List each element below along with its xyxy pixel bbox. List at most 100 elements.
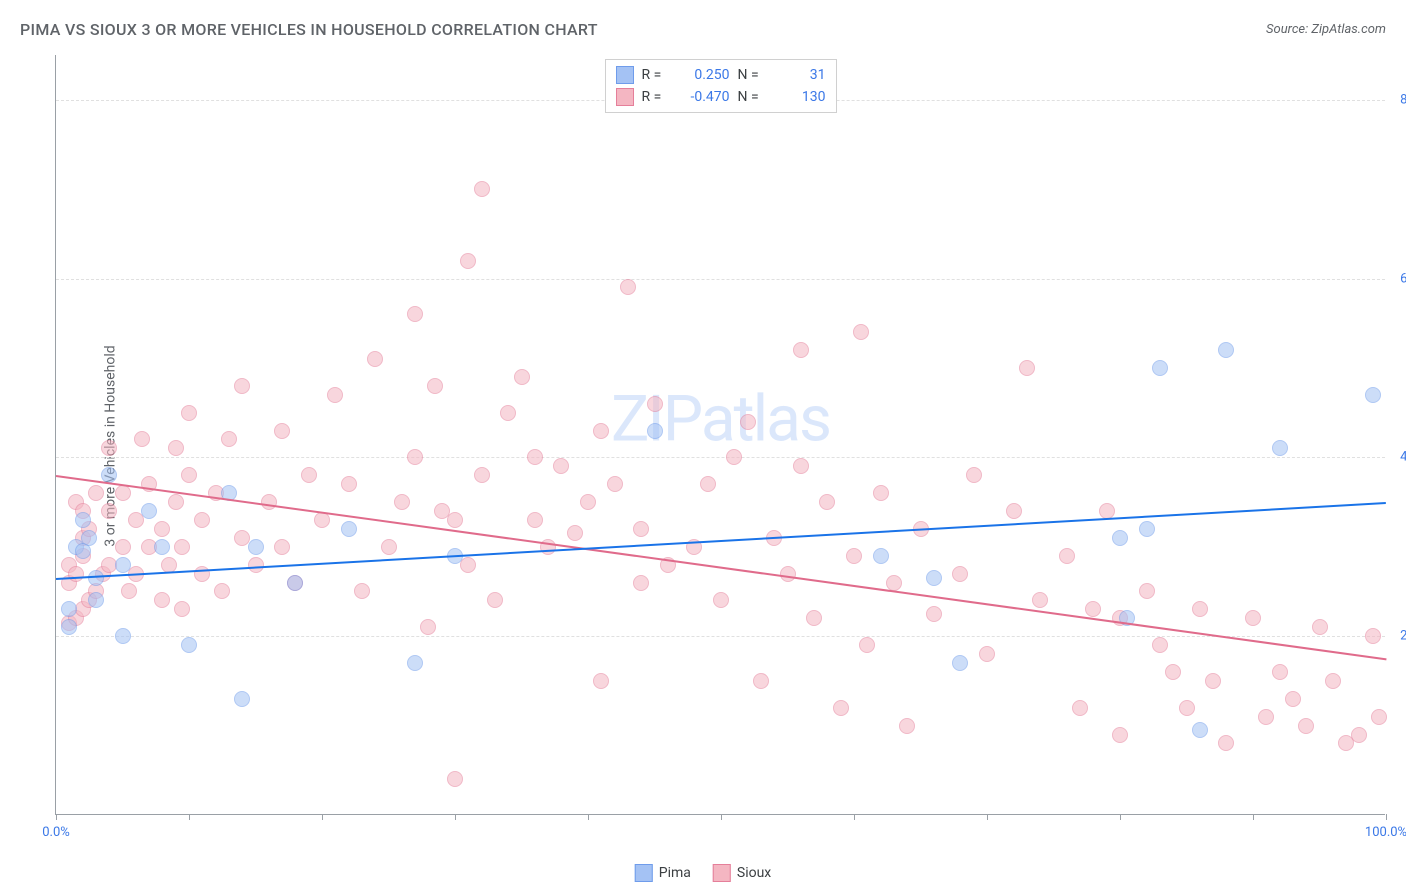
data-point-sioux bbox=[115, 539, 131, 555]
data-point-sioux bbox=[740, 414, 756, 430]
r-value: 0.250 bbox=[678, 67, 730, 83]
data-point-sioux bbox=[420, 619, 436, 635]
series-legend: Pima Sioux bbox=[635, 864, 772, 882]
y-tick-label: 80.0% bbox=[1390, 92, 1406, 107]
data-point-sioux bbox=[859, 637, 875, 653]
data-point-sioux bbox=[1371, 709, 1387, 725]
data-point-sioux bbox=[567, 525, 583, 541]
data-point-sioux bbox=[647, 396, 663, 412]
data-point-sioux bbox=[899, 718, 915, 734]
r-value: -0.470 bbox=[678, 89, 730, 105]
data-point-sioux bbox=[154, 521, 170, 537]
legend-row-sioux: R =-0.470N =130 bbox=[616, 86, 826, 108]
n-label: N = bbox=[738, 89, 766, 105]
data-point-sioux bbox=[853, 324, 869, 340]
data-point-sioux bbox=[873, 485, 889, 501]
gridline bbox=[56, 279, 1385, 280]
legend-row-pima: R =0.250N =31 bbox=[616, 64, 826, 86]
data-point-sioux bbox=[1059, 548, 1075, 564]
data-point-sioux bbox=[1312, 619, 1328, 635]
data-point-sioux bbox=[1085, 601, 1101, 617]
data-point-sioux bbox=[381, 539, 397, 555]
data-point-pima bbox=[81, 530, 97, 546]
data-point-sioux bbox=[1351, 727, 1367, 743]
y-tick-label: 60.0% bbox=[1390, 271, 1406, 286]
data-point-sioux bbox=[174, 539, 190, 555]
data-point-sioux bbox=[394, 494, 410, 510]
data-point-pima bbox=[88, 592, 104, 608]
data-point-sioux bbox=[620, 279, 636, 295]
data-point-sioux bbox=[214, 583, 230, 599]
data-point-sioux bbox=[793, 342, 809, 358]
data-point-sioux bbox=[753, 673, 769, 689]
data-point-pima bbox=[88, 570, 104, 586]
data-point-sioux bbox=[819, 494, 835, 510]
legend-swatch bbox=[635, 864, 653, 882]
data-point-pima bbox=[115, 557, 131, 573]
data-point-sioux bbox=[1032, 592, 1048, 608]
data-point-pima bbox=[1192, 722, 1208, 738]
x-tick bbox=[322, 814, 323, 820]
data-point-sioux bbox=[1218, 735, 1234, 751]
data-point-sioux bbox=[793, 458, 809, 474]
data-point-sioux bbox=[1072, 700, 1088, 716]
legend-item-pima: Pima bbox=[635, 864, 691, 882]
data-point-pima bbox=[248, 539, 264, 555]
data-point-pima bbox=[926, 570, 942, 586]
legend-item-sioux: Sioux bbox=[713, 864, 771, 882]
data-point-pima bbox=[407, 655, 423, 671]
data-point-sioux bbox=[181, 467, 197, 483]
data-point-sioux bbox=[607, 476, 623, 492]
data-point-sioux bbox=[1139, 583, 1155, 599]
data-point-sioux bbox=[1152, 637, 1168, 653]
data-point-sioux bbox=[487, 592, 503, 608]
data-point-sioux bbox=[514, 369, 530, 385]
plot-area: ZIPatlas R =0.250N =31R =-0.470N =130 20… bbox=[55, 55, 1385, 815]
n-label: N = bbox=[738, 67, 766, 83]
data-point-sioux bbox=[474, 467, 490, 483]
data-point-sioux bbox=[234, 378, 250, 394]
x-tick bbox=[1120, 814, 1121, 820]
data-point-sioux bbox=[780, 566, 796, 582]
x-tick bbox=[987, 814, 988, 820]
data-point-sioux bbox=[274, 539, 290, 555]
data-point-sioux bbox=[1272, 664, 1288, 680]
data-point-sioux bbox=[407, 449, 423, 465]
data-point-sioux bbox=[500, 405, 516, 421]
data-point-sioux bbox=[886, 575, 902, 591]
data-point-sioux bbox=[101, 503, 117, 519]
data-point-pima bbox=[952, 655, 968, 671]
data-point-sioux bbox=[527, 449, 543, 465]
x-tick bbox=[854, 814, 855, 820]
data-point-sioux bbox=[447, 771, 463, 787]
data-point-sioux bbox=[713, 592, 729, 608]
data-point-sioux bbox=[460, 557, 476, 573]
data-point-sioux bbox=[407, 306, 423, 322]
legend-swatch bbox=[616, 88, 634, 106]
data-point-sioux bbox=[168, 494, 184, 510]
data-point-sioux bbox=[593, 423, 609, 439]
data-point-sioux bbox=[274, 423, 290, 439]
data-point-sioux bbox=[1365, 628, 1381, 644]
data-point-sioux bbox=[527, 512, 543, 528]
y-tick-label: 40.0% bbox=[1390, 450, 1406, 465]
data-point-sioux bbox=[367, 351, 383, 367]
data-point-pima bbox=[61, 619, 77, 635]
data-point-pima bbox=[1218, 342, 1234, 358]
y-tick-label: 20.0% bbox=[1390, 629, 1406, 644]
data-point-pima bbox=[1139, 521, 1155, 537]
r-label: R = bbox=[642, 89, 670, 105]
watermark: ZIPatlas bbox=[611, 382, 830, 457]
data-point-pima bbox=[75, 512, 91, 528]
data-point-sioux bbox=[168, 440, 184, 456]
n-value: 31 bbox=[774, 67, 826, 83]
data-point-pima bbox=[1365, 387, 1381, 403]
data-point-sioux bbox=[474, 181, 490, 197]
data-point-sioux bbox=[121, 583, 137, 599]
data-point-sioux bbox=[952, 566, 968, 582]
data-point-pima bbox=[341, 521, 357, 537]
data-point-sioux bbox=[154, 592, 170, 608]
data-point-sioux bbox=[553, 458, 569, 474]
gridline bbox=[56, 457, 1385, 458]
chart-container: PIMA VS SIOUX 3 OR MORE VEHICLES IN HOUS… bbox=[0, 0, 1406, 892]
